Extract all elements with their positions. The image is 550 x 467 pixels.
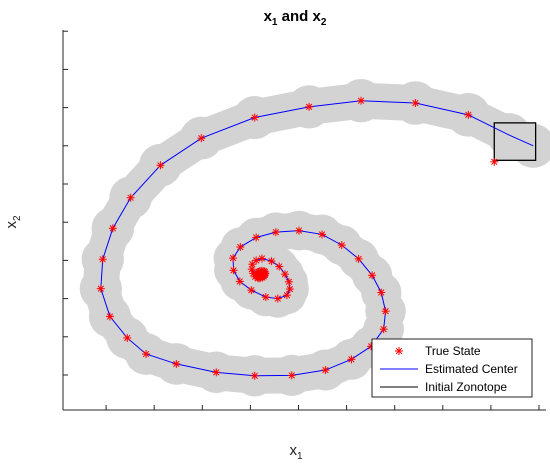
legend-label-estimated-center: Estimated Center — [425, 362, 518, 376]
true-state-marker — [381, 307, 390, 316]
true-state-marker — [261, 293, 270, 302]
true-state-marker — [285, 285, 294, 294]
true-state-marker — [490, 157, 499, 166]
true-state-marker — [98, 255, 107, 264]
true-state-marker — [318, 230, 327, 239]
true-state-marker — [347, 355, 356, 364]
true-state-marker — [282, 291, 291, 300]
initial-zonotope-box — [493, 122, 537, 161]
true-state-marker — [142, 349, 151, 358]
true-state-marker — [357, 96, 366, 105]
true-state-marker — [411, 99, 420, 108]
true-state-marker — [368, 271, 377, 280]
true-state-marker — [257, 254, 266, 263]
legend-label-initial-zonotope: Initial Zonotope — [425, 380, 507, 394]
true-state-marker — [248, 260, 257, 269]
true-state-marker — [256, 269, 265, 278]
y-axis-ticks — [63, 30, 68, 376]
true-state-marker — [305, 102, 314, 111]
true-state-marker — [252, 233, 261, 242]
legend-item-estimated-center: Estimated Center — [380, 362, 518, 376]
legend-marker-star — [395, 347, 403, 355]
true-state-marker — [337, 241, 346, 250]
true-state-marker — [197, 134, 206, 143]
legend-label-true-state: True State — [425, 344, 481, 358]
true-state-marker — [108, 224, 117, 233]
true-state-marker — [377, 288, 386, 297]
true-state-marker — [235, 277, 244, 286]
x-axis-label: x1 — [289, 442, 303, 462]
true-state-markers — [96, 96, 499, 380]
chart-title: x1 and x2 — [264, 8, 327, 28]
true-state-marker — [250, 113, 259, 122]
true-state-marker — [284, 277, 293, 286]
legend-star-glyph — [395, 347, 403, 355]
true-state-marker — [271, 228, 280, 237]
true-state-marker — [236, 243, 245, 252]
true-state-marker — [250, 371, 259, 380]
plot-area — [79, 79, 550, 397]
true-state-marker — [354, 254, 363, 263]
legend: True State Estimated Center Initial Zono… — [371, 338, 533, 398]
true-state-marker — [275, 262, 284, 271]
true-state-marker — [229, 254, 238, 263]
true-state-marker — [294, 226, 303, 235]
estimate-band-core — [82, 82, 550, 394]
true-state-marker — [379, 325, 388, 334]
true-state-marker — [123, 333, 132, 342]
true-state-marker — [229, 266, 238, 275]
legend-item-initial-zonotope: Initial Zonotope — [380, 380, 507, 394]
legend-item-true-state: True State — [395, 344, 481, 358]
true-state-marker — [287, 371, 296, 380]
true-state-marker — [281, 270, 290, 279]
true-state-marker — [273, 294, 282, 303]
true-state-marker — [267, 257, 276, 266]
true-state-marker — [212, 368, 221, 377]
true-state-marker — [126, 193, 135, 202]
true-state-marker — [247, 286, 256, 295]
true-state-marker — [321, 366, 330, 375]
x-axis-ticks — [105, 405, 540, 410]
true-state-marker — [172, 359, 181, 368]
y-axis-label: x2 — [3, 215, 23, 229]
true-state-marker — [96, 284, 105, 293]
true-state-marker — [156, 161, 165, 170]
true-state-marker — [464, 110, 473, 119]
true-state-marker — [105, 312, 114, 321]
